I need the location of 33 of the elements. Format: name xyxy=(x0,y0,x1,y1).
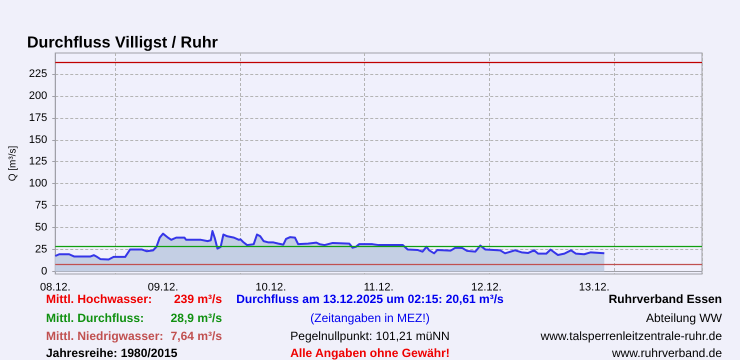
y-tick-label: 175 xyxy=(28,112,48,124)
y-tick-label: 125 xyxy=(28,156,48,168)
y-tick-label: 75 xyxy=(35,200,48,212)
text: Mittl. Durchfluss: xyxy=(46,311,144,325)
y-axis-title: Q [m³/s] xyxy=(8,146,18,182)
y-tick-label: 200 xyxy=(28,90,48,102)
text: Jahresreihe: 1980/2015 xyxy=(46,346,178,360)
text: 239 m³/s xyxy=(174,292,222,306)
text: Mittl. Niedrigwasser: xyxy=(46,329,164,343)
text: 7,64 m³/s xyxy=(170,329,222,343)
text: 28,9 m³/s xyxy=(170,311,222,325)
text: www.ruhrverband.de xyxy=(612,346,722,360)
text: Durchfluss am 13.12.2025 um 02:15: 20,61 m³/s xyxy=(236,292,504,306)
x-tick-label: 12.12. xyxy=(471,282,502,294)
text: www.talsperrenleitzentrale-ruhr.de xyxy=(540,329,722,343)
x-tick-label: 08.12. xyxy=(40,282,71,294)
chart-title: Durchfluss Villigst / Ruhr xyxy=(27,34,218,52)
y-tick-label: 50 xyxy=(35,222,48,234)
text: Abteilung WW xyxy=(646,311,722,325)
y-tick-label: 225 xyxy=(28,68,48,80)
y-tick-label: 0 xyxy=(41,265,48,278)
text: Pegelnullpunkt: 101,21 müNN xyxy=(290,329,450,343)
y-tick-label: 150 xyxy=(28,134,48,146)
text: Ruhrverband Essen xyxy=(608,292,722,306)
x-tick-label: 09.12. xyxy=(148,282,178,294)
y-tick-label: 25 xyxy=(35,243,48,256)
x-tick-label: 10.12. xyxy=(256,282,286,294)
y-tick-label: 100 xyxy=(28,178,48,190)
text: (Zeitangaben in MEZ!) xyxy=(310,311,430,325)
text: Mittl. Hochwasser: xyxy=(46,292,152,306)
x-tick-label: 11.12. xyxy=(364,282,394,294)
x-tick-label: 13.12. xyxy=(578,282,610,294)
text: Alle Angaben ohne Gewähr! xyxy=(290,346,450,360)
